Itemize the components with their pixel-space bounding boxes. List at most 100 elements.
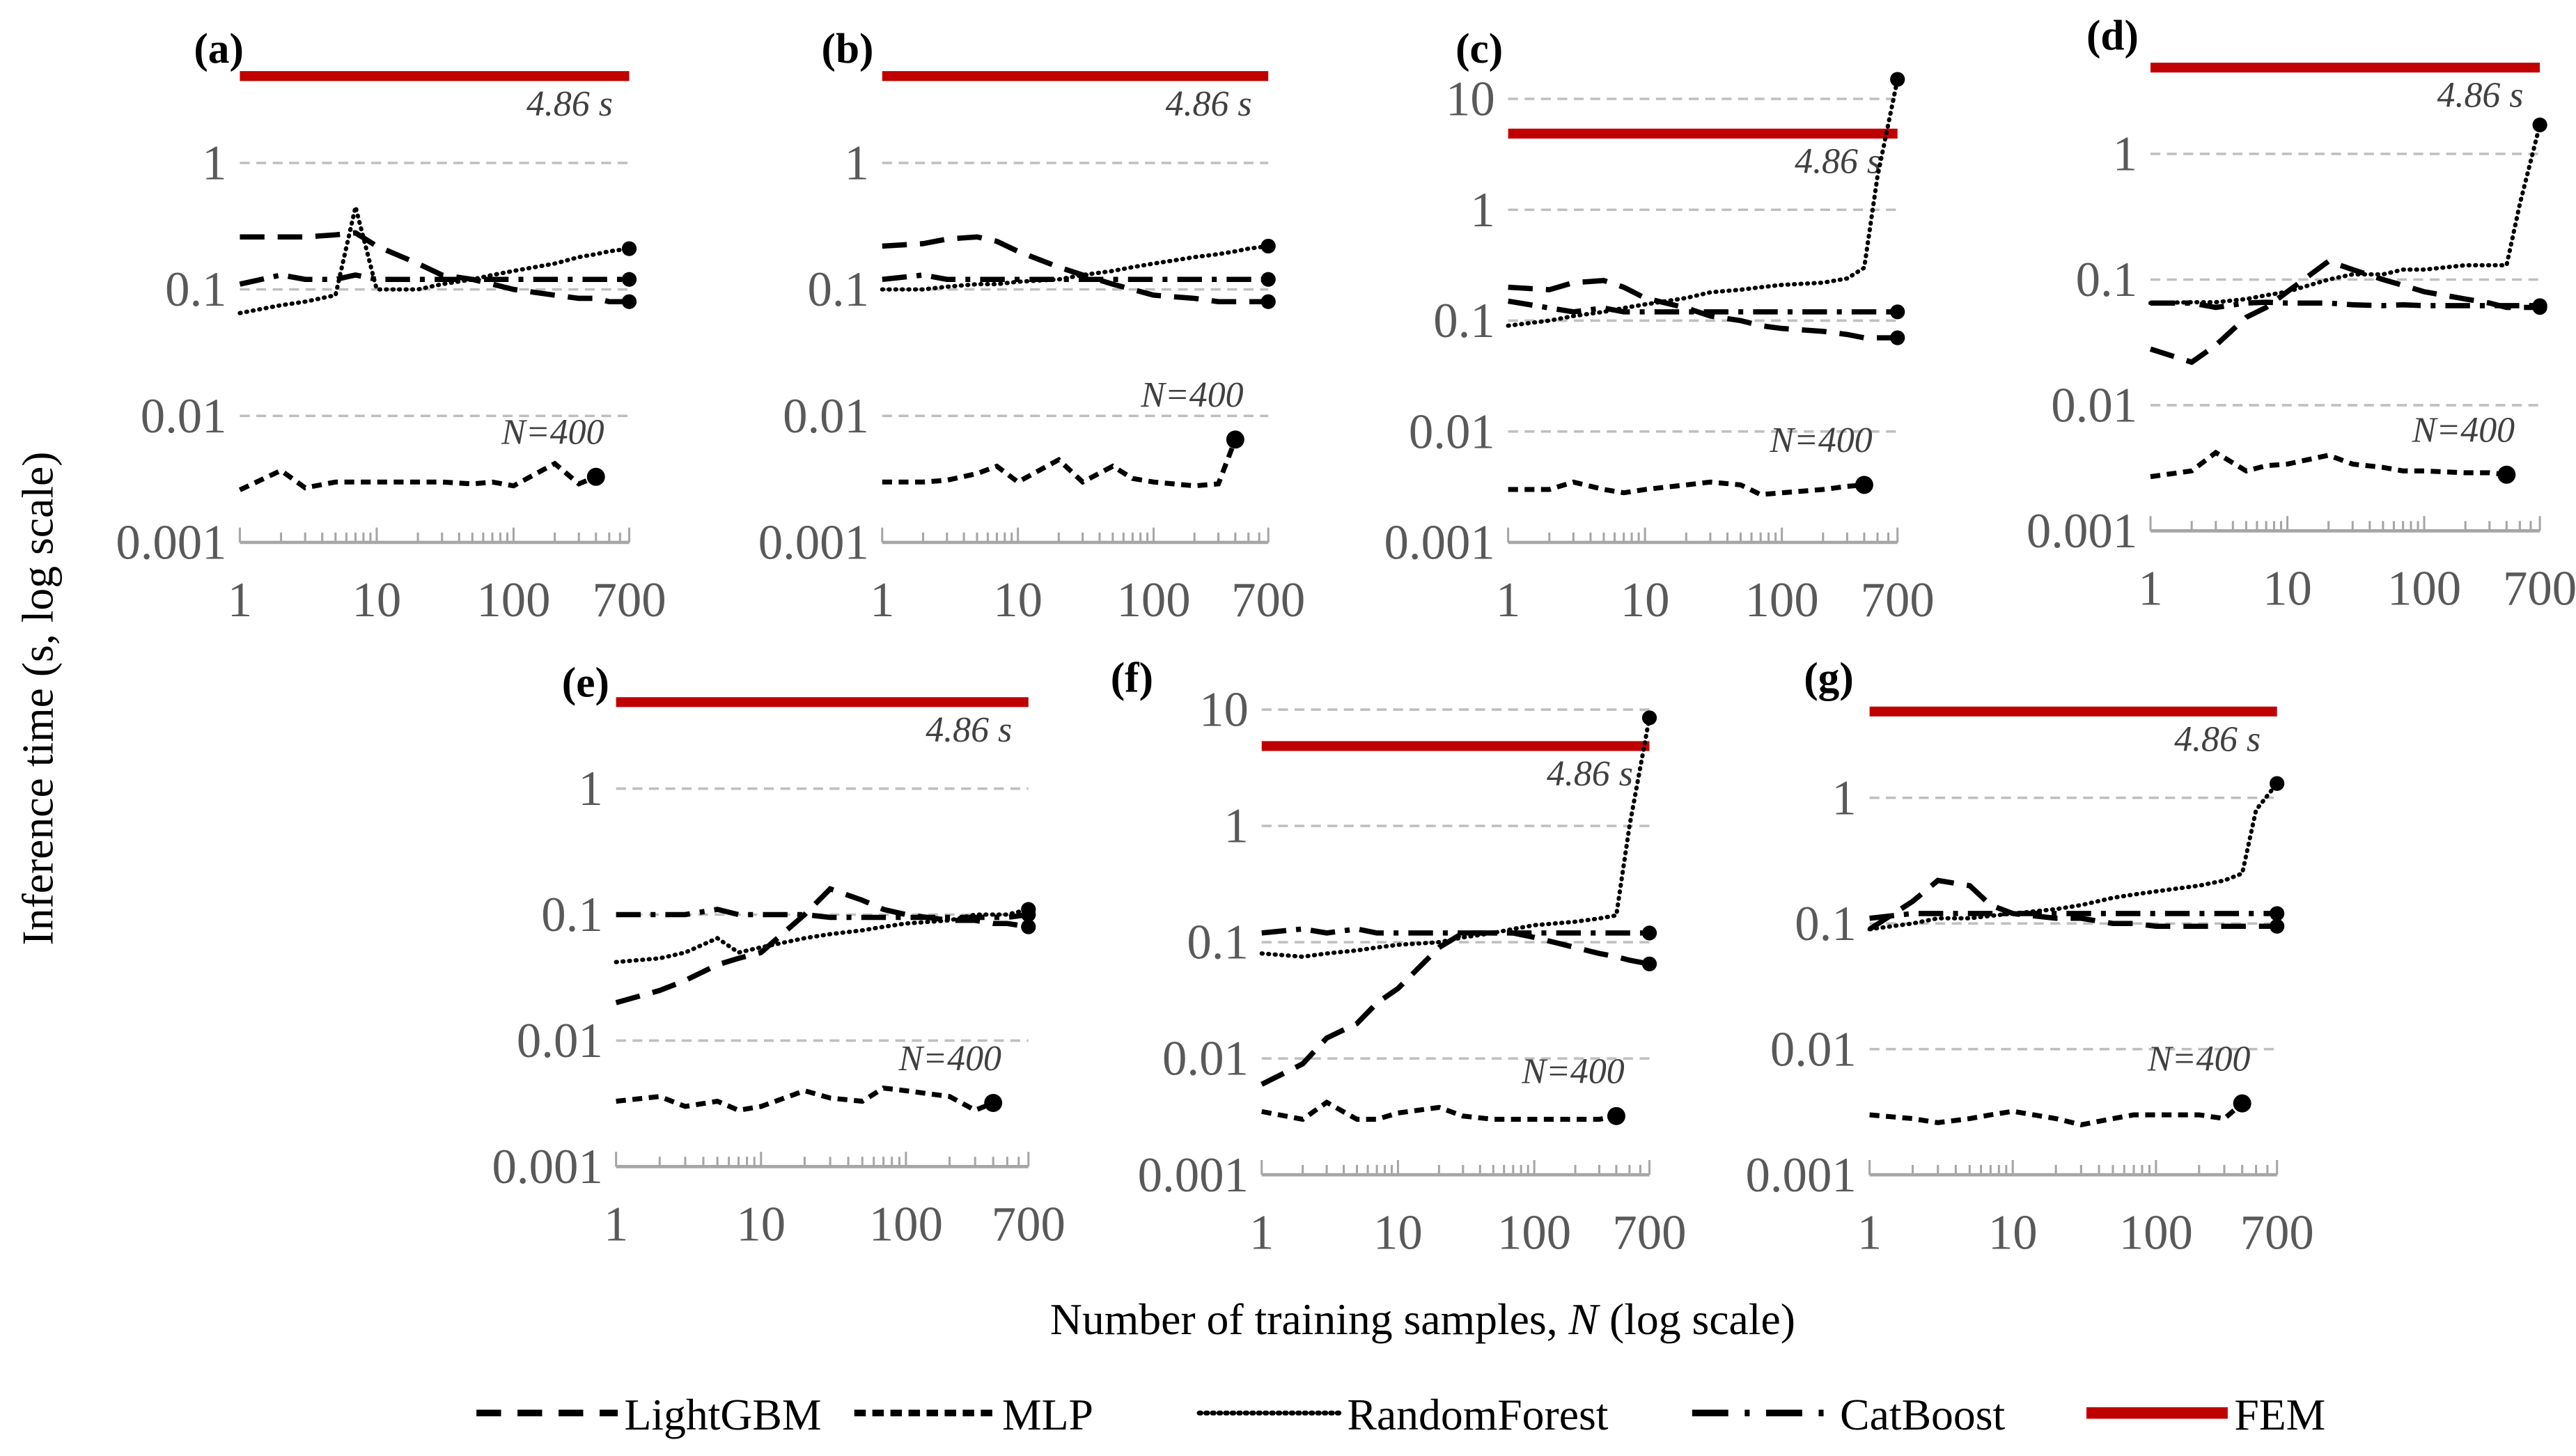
- x-tick-label: 10: [993, 573, 1043, 627]
- x-axis-title-part: (log scale): [1598, 1294, 1795, 1344]
- fem-value-label: 4.86 s: [926, 710, 1012, 750]
- panel-b: (b) 0.001 0.01 0.1 1 1 10 100 700 4.86 s N=400: [758, 25, 1306, 627]
- y-tick-label: 0.001: [492, 1140, 603, 1194]
- y-tick-label: 0.001: [1745, 1148, 1856, 1203]
- series-line-catboost: [882, 272, 1269, 283]
- panel-c: (c) 0.001 0.01 0.1 1 10 1 10 100 700 4.86 s N=400: [1384, 25, 1935, 627]
- x-axis-title-part: Number of training samples,: [1050, 1294, 1569, 1344]
- x-tick-label: 1: [870, 573, 894, 627]
- x-tick-label: 100: [1497, 1205, 1571, 1260]
- fem-value-label: 4.86 s: [1166, 84, 1252, 124]
- end-marker-lightgbm: [1260, 294, 1276, 309]
- series-line-mlp: [882, 438, 1238, 489]
- panel-a: (a) 0.001 0.01 0.1 1 1 10 100 700 4.86 s N=400: [116, 25, 666, 627]
- end-marker-catboost: [621, 272, 637, 287]
- fem-value-label: 4.86 s: [2174, 719, 2261, 759]
- end-marker-randomforest: [2270, 776, 2285, 791]
- end-marker-catboost: [1890, 304, 1905, 320]
- fem-value-label: 4.86 s: [1795, 141, 1881, 181]
- legend-item-mlp: MLP: [854, 1390, 1093, 1439]
- end-marker-mlp: [984, 1093, 1003, 1112]
- panel-label: (e): [562, 659, 609, 707]
- y-tick-label: 1: [1470, 183, 1494, 237]
- x-tick-label: 100: [476, 573, 550, 627]
- x-tick-label: 700: [1612, 1205, 1686, 1260]
- y-tick-label: 0.1: [1187, 916, 1248, 970]
- x-tick-label: 10: [1988, 1205, 2038, 1260]
- x-tick-label: 700: [2503, 562, 2576, 616]
- end-marker-mlp: [1855, 476, 1873, 494]
- series-line-catboost: [1507, 298, 1898, 315]
- legend-label: LightGBM: [624, 1390, 821, 1439]
- panel-g: (g) 0.001 0.01 0.1 1 1 10 100 700 4.86 s N=400: [1745, 655, 2313, 1260]
- series-line-randomforest: [2148, 123, 2543, 306]
- end-marker-catboost: [2532, 298, 2547, 313]
- x-tick-label: 700: [992, 1198, 1065, 1252]
- x-tick-label: 100: [1116, 573, 1190, 627]
- end-marker-randomforest: [621, 241, 637, 256]
- series-line-catboost: [1261, 926, 1650, 936]
- x-tick-label: 10: [1621, 573, 1670, 627]
- y-tick-label: 0.01: [783, 389, 869, 444]
- y-tick-label: 1: [202, 136, 226, 191]
- panel-label: (a): [194, 25, 244, 72]
- x-tick-label: 1: [1249, 1205, 1274, 1260]
- series-line-mlp: [616, 1085, 994, 1113]
- y-tick-label: 0.001: [2027, 504, 2137, 558]
- series-line-lightgbm: [882, 234, 1269, 305]
- y-tick-label: 0.001: [116, 516, 226, 570]
- end-marker-catboost: [1260, 272, 1276, 287]
- y-tick-label: 0.1: [807, 263, 868, 317]
- x-tick-label: 100: [869, 1198, 943, 1252]
- series-line-mlp: [238, 460, 598, 492]
- y-tick-label: 0.001: [1384, 516, 1495, 570]
- x-tick-label: 700: [592, 573, 666, 627]
- x-tick-label: 10: [352, 573, 402, 627]
- y-tick-label: 0.01: [141, 389, 227, 444]
- series-line-randomforest: [614, 907, 1031, 964]
- end-marker-randomforest: [1260, 238, 1276, 254]
- end-marker-mlp: [2497, 465, 2516, 484]
- y-tick-label: 1: [578, 762, 602, 816]
- panel-f: (f) 0.001 0.01 0.1 1 10 1 10 100 700 4.86 s N=400: [1111, 655, 1687, 1260]
- panel-label: (g): [1804, 655, 1854, 702]
- y-tick-label: 0.001: [758, 516, 869, 570]
- mlp-n-label: N=400: [501, 413, 604, 453]
- mlp-n-label: N=400: [1521, 1052, 1624, 1092]
- y-tick-label: 0.01: [1409, 405, 1495, 459]
- legend-label: RandomForest: [1347, 1390, 1608, 1439]
- x-tick-label: 10: [1373, 1205, 1423, 1260]
- end-marker-randomforest: [1890, 72, 1905, 87]
- y-axis-title: Inference time (s, log scale): [13, 452, 62, 946]
- series-line-catboost: [1869, 911, 2277, 921]
- fem-value-label: 4.86 s: [1547, 754, 1633, 794]
- y-tick-label: 0.01: [1770, 1022, 1857, 1077]
- x-tick-label: 100: [2119, 1205, 2193, 1260]
- end-marker-lightgbm: [621, 294, 637, 309]
- end-marker-catboost: [1021, 907, 1036, 923]
- series-line-lightgbm: [240, 230, 630, 305]
- x-axis-title: Number of training samples, N (log scale…: [1050, 1294, 1795, 1344]
- end-marker-lightgbm: [1641, 956, 1657, 971]
- series-line-lightgbm: [1868, 877, 2277, 932]
- series-line-randomforest: [1867, 781, 2279, 932]
- end-marker-randomforest: [1641, 710, 1657, 726]
- mlp-n-label: N=400: [898, 1039, 1001, 1079]
- y-tick-label: 10: [1446, 72, 1495, 127]
- end-marker-randomforest: [2532, 117, 2547, 133]
- series-line-mlp: [1261, 1099, 1617, 1122]
- legend-label: FEM: [2234, 1390, 2325, 1439]
- legend-label: CatBoost: [1840, 1390, 2005, 1439]
- x-tick-label: 700: [1861, 573, 1935, 627]
- legend-item-randomforest: RandomForest: [1196, 1390, 1609, 1439]
- y-tick-label: 0.1: [2076, 253, 2137, 307]
- end-marker-lightgbm: [1890, 330, 1905, 345]
- x-tick-label: 1: [1857, 1205, 1882, 1260]
- y-tick-label: 0.1: [1795, 897, 1856, 951]
- panel-label: (c): [1455, 25, 1503, 72]
- series-line-mlp: [1869, 1101, 2244, 1127]
- end-marker-lightgbm: [2270, 918, 2285, 934]
- y-tick-label: 0.1: [165, 263, 226, 317]
- legend-item-fem: FEM: [2086, 1390, 2325, 1439]
- y-tick-label: 1: [2113, 127, 2137, 182]
